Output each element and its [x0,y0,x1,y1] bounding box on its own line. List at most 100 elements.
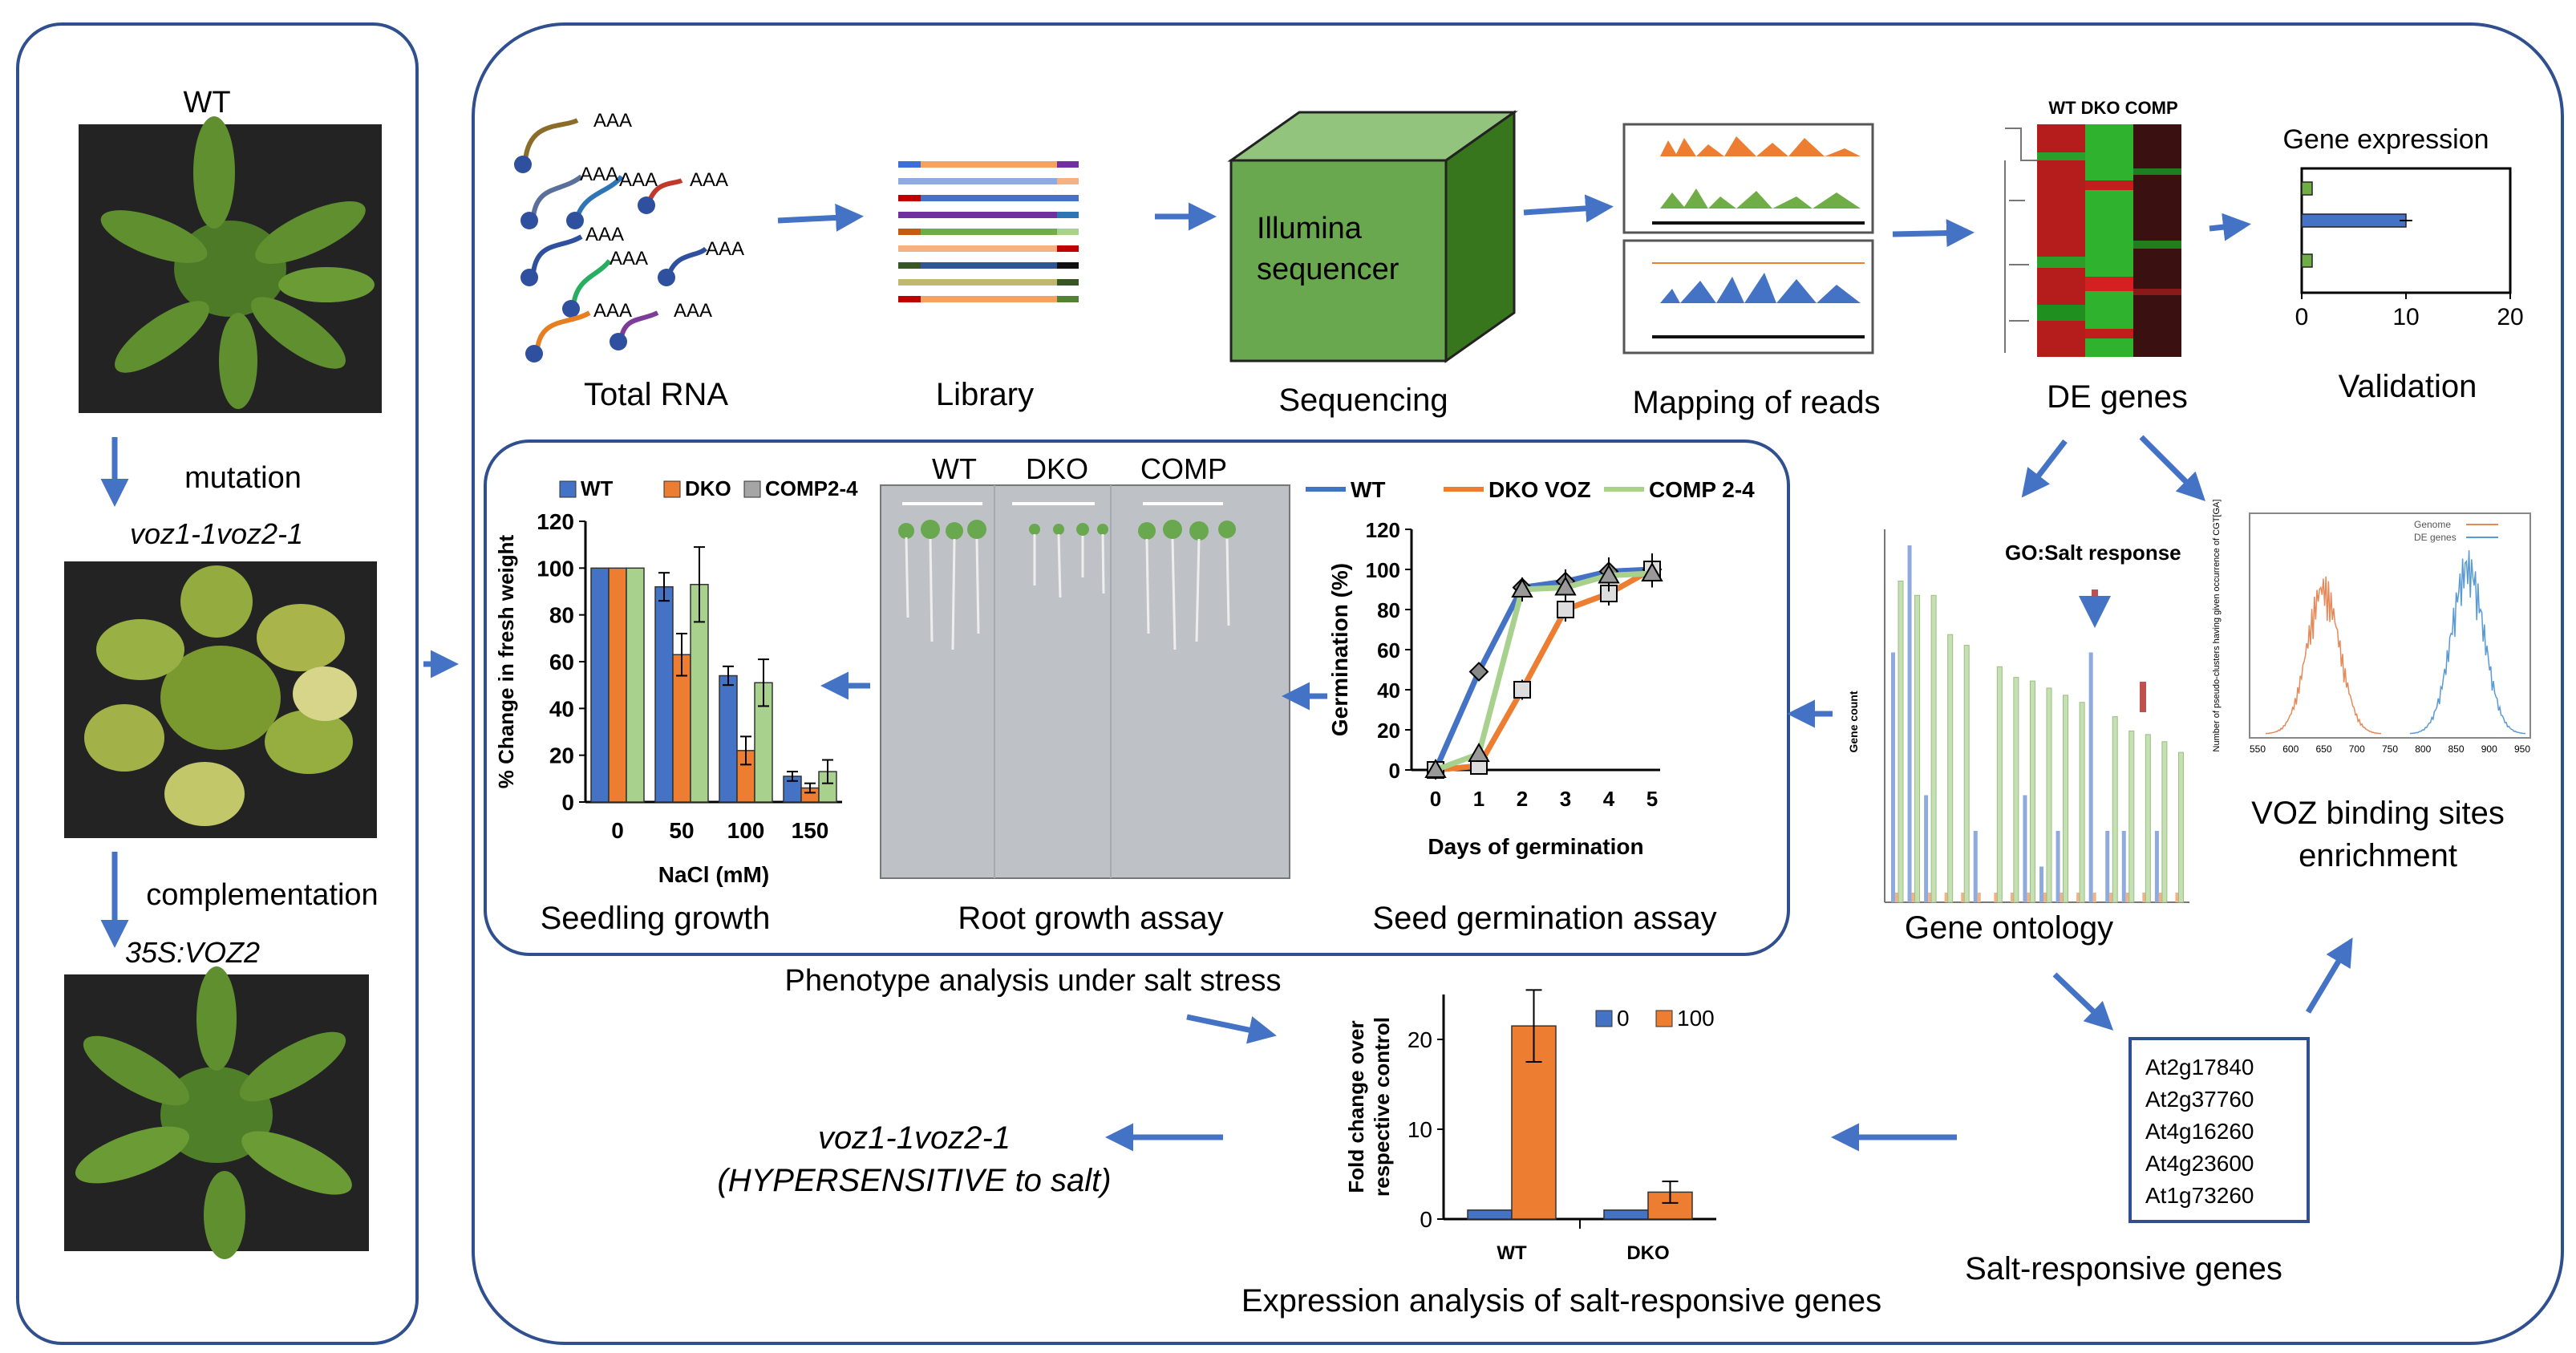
bar-WT [719,674,738,803]
svg-text:AAA: AAA [580,164,618,185]
point-COMP 2-4 [1554,576,1577,596]
bar-0 [1603,1209,1649,1220]
svg-text:AAA: AAA [585,224,624,245]
arrow-mapping-de [1892,219,1975,248]
mutant-plant-photo [64,561,377,838]
de-genes-label: DE genes [2047,379,2188,415]
legend-label: DKO VOZ [1488,477,1591,502]
y-tick-label: 20 [1377,719,1400,743]
go-bar-green [1947,634,1954,903]
go-bar-green [2145,734,2151,903]
x-tick-label: DKO [1626,1242,1669,1264]
svg-text:AAA: AAA [610,248,648,269]
go-bar-green [2112,716,2118,903]
go-bar-blue [2056,831,2060,902]
arrow-go-salt-genes [2052,972,2114,1031]
go-bar-blue [1907,545,1912,902]
go-bar-orange [2060,893,2064,902]
go-bar-green [2013,677,2019,903]
bar-COMP2-4 [626,567,645,803]
x-tick-label: 4 [1603,787,1615,811]
point-WT [1468,662,1489,682]
point-DKO VOZ [1513,681,1531,699]
svg-text:AAA: AAA [593,110,632,132]
go-bar-orange [2043,893,2047,902]
conclusion-phenotype: (HYPERSENSITIVE to salt) [717,1163,1111,1198]
gene-ontology-label: Gene ontology [1905,910,2113,946]
legend-label: WT [581,476,614,500]
y-tick-label: 60 [549,650,574,674]
x-tick-label: 600 [2282,743,2299,755]
arrow-phenotype-expression [1186,1014,1277,1044]
x-tick-label: 650 [2315,743,2331,755]
y-tick-label: 0 [1420,1207,1432,1232]
y-tick-label: 100 [537,556,574,581]
series-line-WT [1432,566,1653,772]
legend-label: COMP2-4 [765,476,858,500]
phenotype-panel-frame [484,440,1790,956]
x-tick-label: 750 [2382,743,2398,755]
go-bar-orange [2027,893,2031,902]
y-tick-label: 40 [1377,679,1400,703]
legend-label: COMP 2-4 [1649,477,1755,502]
svg-text:sequencer: sequencer [1257,253,1399,286]
go-bar-blue [1891,652,1895,902]
total-rna-icon [514,118,708,363]
x-tick-label: 10 [2392,304,2419,330]
y-axis-label: Gene count [1847,691,1860,752]
legend-label: 100 [1677,1006,1715,1031]
voz-binding-chart: Number of pseudo-clusters having given o… [2212,500,2531,755]
series-line-genome [2265,576,2382,735]
main-panel-frame [472,22,2564,1345]
legend-label: 0 [1617,1006,1630,1031]
svg-text:AAA: AAA [706,238,744,260]
x-tick-label: 2 [1517,787,1528,811]
poly-a-tails: AAA AAA AAA AAA AAA AAA AAA AAA AAA [580,110,744,322]
go-bar-green [1898,581,1904,903]
plot-frame [2249,512,2531,739]
de-genes-heatmap [2004,124,2181,357]
point-COMP 2-4 [1641,561,1663,581]
legend-label: DE genes [2414,532,2457,543]
x-tick-label: 900 [2481,743,2497,755]
y-tick-label: 20 [549,743,574,768]
x-axis-label: NaCl (mM) [658,862,769,887]
bar [2301,213,2407,228]
svg-text:AAA: AAA [593,300,632,322]
point-COMP 2-4 [1598,564,1620,584]
go-bar-orange [1994,893,1998,902]
x-tick-label: 0 [1430,787,1441,811]
go-bar-orange [1928,893,1932,902]
x-tick-label: 150 [792,818,829,843]
point-COMP 2-4 [1468,742,1490,762]
go-bar-green [1930,594,1937,903]
phenotype-caption: Phenotype analysis under salt stress [785,964,1282,998]
go-salt-label: GO:Salt response [2005,541,2181,565]
x-tick-label: 50 [669,818,694,843]
go-bar-orange [2109,893,2113,902]
y-tick-label: 100 [1366,558,1400,582]
arrow-de-validation [2209,213,2251,241]
salt-gene-5: At1g73260 [2145,1183,2254,1208]
seedling-growth-chart: 0 20 40 60 80 100 120 0 50 100 150 NaCl (mM) % Chang… [494,476,858,887]
go-bar-blue [2039,866,2043,902]
left-panel-frame [16,22,419,1345]
svg-text:Illumina: Illumina [1257,212,1363,245]
go-bar-blue [2105,831,2110,902]
bar-WT [590,567,610,803]
x-tick-label: 0 [2295,304,2309,330]
arrow-de-go [2021,439,2068,498]
legend-swatch [1595,1010,1613,1027]
y-tick-label: 0 [561,790,574,815]
chart-background [1845,513,2197,914]
go-bar-green [2161,741,2168,903]
bar-DKO [672,654,691,803]
go-bar-orange [2175,893,2179,902]
bar-0 [1467,1209,1513,1220]
y-axis-label: Number of pseudo-clusters having given o… [2212,500,2222,752]
bar [2301,253,2313,268]
go-bar-blue [1924,795,1929,902]
legend-swatch [663,480,681,498]
go-bar-green [2177,751,2184,903]
x-tick-label: 850 [2448,743,2464,755]
